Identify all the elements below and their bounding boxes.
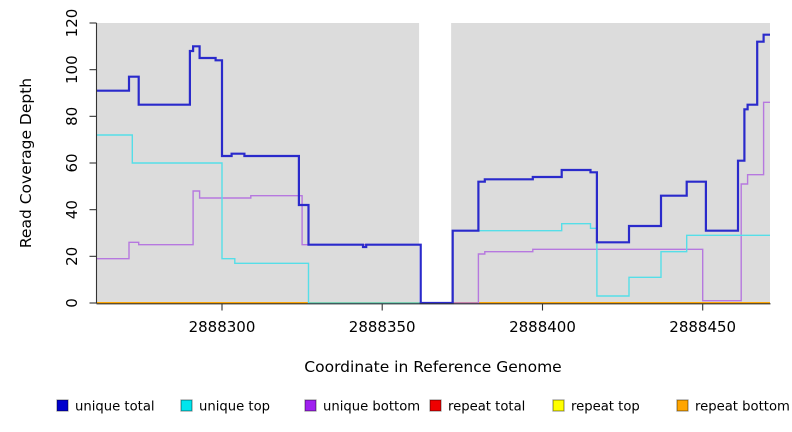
legend-item-repeat-top: repeat top	[552, 399, 640, 415]
x-tick-labels: 2888300 2888350 2888400 2888450	[189, 318, 737, 336]
x-tick-2888350: 2888350	[349, 318, 416, 336]
y-tick-0: 0	[63, 298, 81, 308]
y-tick-60: 60	[63, 153, 81, 172]
y-tick-80: 80	[63, 107, 81, 126]
legend-label-repeat-bottom: repeat bottom	[695, 400, 790, 415]
legend-label-unique-bottom: unique bottom	[323, 400, 420, 415]
no-data-gap-band	[419, 23, 452, 303]
x-axis	[96, 303, 771, 311]
series-line-unique-total	[97, 33, 770, 305]
legend-swatch-repeat-top	[552, 399, 565, 412]
y-tick-20: 20	[63, 247, 81, 266]
y-tick-120: 120	[63, 9, 81, 38]
y-axis-title: Read Coverage Depth	[17, 78, 35, 248]
legend-swatch-repeat-bottom	[676, 399, 689, 412]
legend-swatch-unique-top	[180, 399, 193, 412]
y-axis	[89, 22, 98, 304]
series-line-unique-top	[97, 134, 770, 304]
legend-swatch-unique-total	[56, 399, 69, 412]
chart-legend: unique total unique top unique bottom re…	[56, 399, 790, 415]
y-tick-40: 40	[63, 200, 81, 219]
legend-item-unique-top: unique top	[180, 399, 270, 415]
legend-item-unique-total: unique total	[56, 399, 155, 415]
legend-label-repeat-top: repeat top	[571, 400, 640, 415]
legend-swatch-repeat-total	[429, 399, 442, 412]
x-tick-2888400: 2888400	[509, 318, 576, 336]
legend-swatch-unique-bottom	[304, 399, 317, 412]
x-tick-2888450: 2888450	[669, 318, 736, 336]
y-tick-labels: 0 20 40 60 80 100 120	[63, 9, 81, 308]
x-axis-title: Coordinate in Reference Genome	[304, 358, 561, 376]
x-tick-2888300: 2888300	[189, 318, 256, 336]
legend-label-repeat-total: repeat total	[448, 400, 525, 415]
legend-item-unique-bottom: unique bottom	[304, 399, 420, 415]
legend-label-unique-total: unique total	[75, 400, 155, 415]
legend-item-repeat-bottom: repeat bottom	[676, 399, 790, 415]
y-tick-100: 100	[63, 55, 81, 84]
series-lines	[97, 33, 770, 305]
legend-label-unique-top: unique top	[199, 400, 270, 415]
legend-item-repeat-total: repeat total	[429, 399, 525, 415]
